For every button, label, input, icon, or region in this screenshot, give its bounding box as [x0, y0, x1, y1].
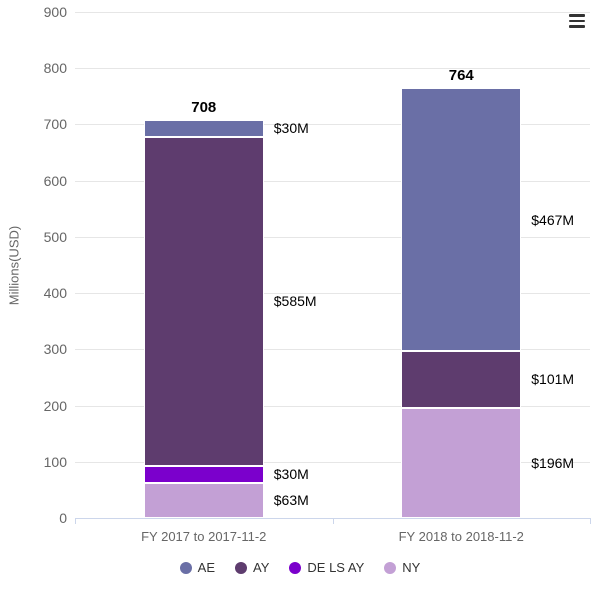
segment-value-label: $467M	[531, 211, 575, 228]
bar-segment-ay[interactable]	[401, 351, 522, 408]
x-axis-category-label: FY 2017 to 2017-11-2	[141, 529, 267, 544]
legend-item-label: DE LS AY	[307, 560, 365, 575]
y-axis-tick-label: 200	[43, 397, 67, 414]
segment-value-label: $30M	[273, 120, 309, 137]
bar-segment-ny[interactable]	[143, 482, 264, 518]
legend: AE AY DE LS AY NY	[0, 560, 600, 575]
legend-marker-icon	[289, 561, 302, 574]
gridline	[75, 180, 590, 182]
menu-line	[569, 19, 585, 23]
bar-segment-de-ls-ay[interactable]	[143, 465, 264, 483]
gridline	[75, 349, 590, 351]
hamburger-menu-icon[interactable]	[566, 12, 588, 30]
y-axis-title: Millions(USD)	[6, 225, 22, 306]
segment-value-label: $585M	[273, 293, 317, 310]
gridline	[75, 405, 590, 407]
x-axis-tick	[590, 518, 591, 524]
stack-total-label: 708	[191, 98, 217, 116]
gridline	[75, 68, 590, 70]
legend-marker-icon	[235, 561, 248, 574]
x-axis-tick	[332, 518, 334, 524]
y-axis-tick-label: 0	[59, 510, 67, 526]
legend-item-ay[interactable]: AY	[235, 560, 269, 575]
menu-line	[569, 25, 585, 29]
gridline	[75, 293, 590, 295]
segment-value-label: $63M	[273, 492, 309, 509]
y-axis-tick-label: 800	[43, 60, 67, 77]
segment-value-label: $196M	[531, 454, 575, 471]
x-axis-tick	[75, 518, 76, 524]
menu-line	[569, 14, 585, 17]
legend-item-ny[interactable]: NY	[384, 560, 420, 575]
legend-item-ae[interactable]: AE	[179, 560, 216, 575]
legend-marker-icon	[384, 561, 397, 574]
bar-segment-ae[interactable]	[143, 119, 264, 137]
y-axis-tick-label: 400	[43, 285, 67, 302]
gridline	[75, 12, 590, 13]
gridline	[75, 461, 590, 463]
bar-segment-ae[interactable]	[401, 88, 522, 351]
legend-item-label: NY	[402, 560, 421, 575]
legend-item-label: AE	[197, 560, 216, 575]
y-axis-tick-label: 500	[43, 228, 67, 245]
stack-total-label: 764	[448, 67, 474, 85]
segment-value-label: $30M	[273, 466, 309, 483]
y-axis-tick-label: 600	[43, 172, 67, 189]
legend-marker-icon	[179, 561, 192, 574]
y-axis-tick-label: 900	[43, 4, 67, 20]
y-axis-tick-label: 700	[43, 116, 67, 133]
bar-segment-ay[interactable]	[143, 136, 264, 466]
legend-item-label: AY	[253, 560, 270, 575]
y-axis-tick-label: 100	[43, 453, 67, 470]
gridline	[75, 124, 590, 126]
y-axis-tick-label: 300	[43, 341, 67, 358]
gridline	[75, 236, 590, 238]
x-axis-category-label: FY 2018 to 2018-11-2	[398, 529, 524, 544]
bar-segment-ny[interactable]	[401, 407, 522, 518]
legend-item-de-ls-ay[interactable]: DE LS AY	[289, 560, 364, 575]
segment-value-label: $101M	[531, 371, 575, 388]
